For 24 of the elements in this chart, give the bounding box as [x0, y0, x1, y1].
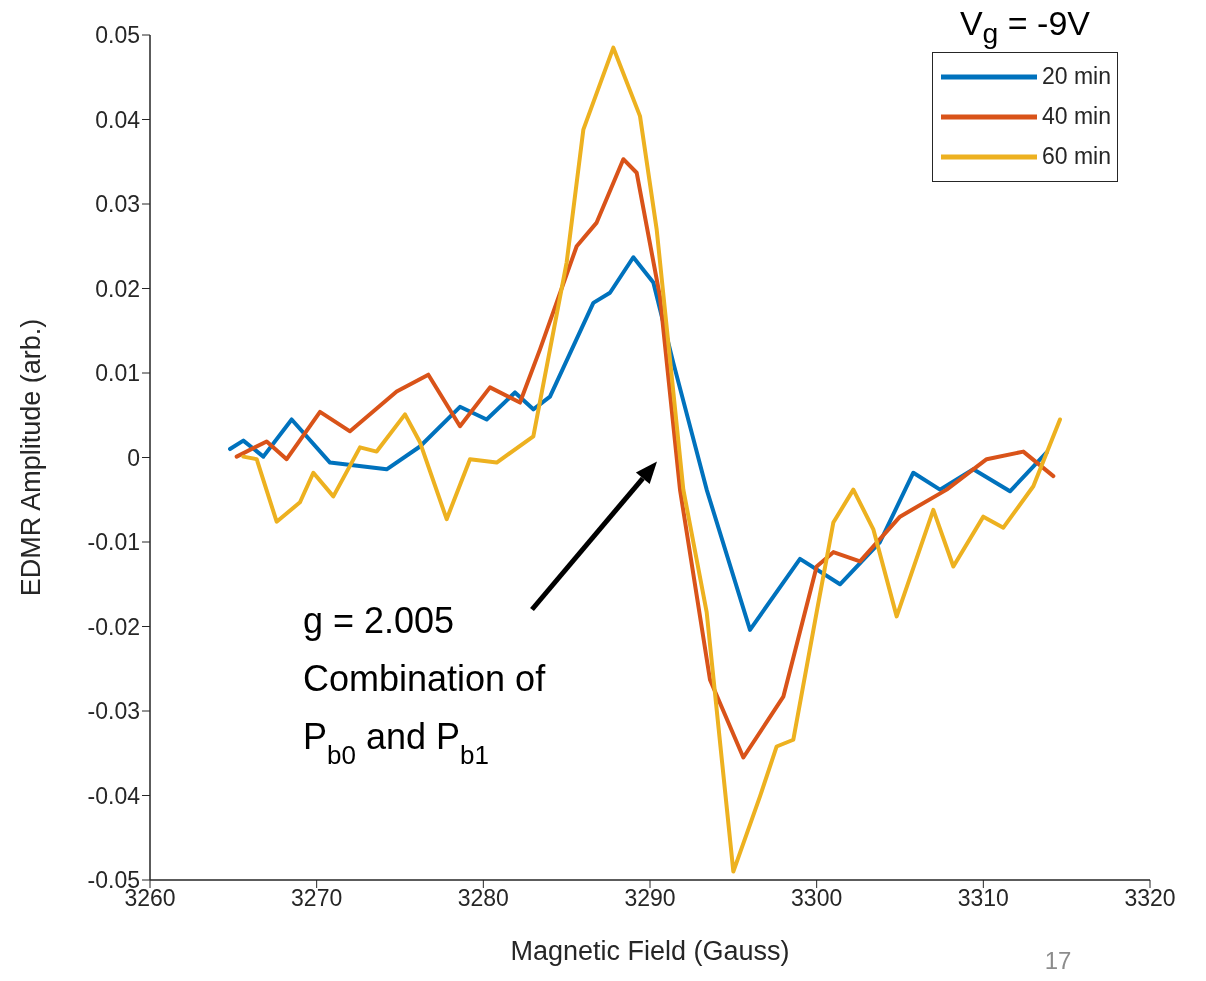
legend-label: 60 min — [1041, 143, 1111, 171]
text: 17 — [1044, 947, 1072, 974]
annotation: g = 2.005 Combination of P$_{b0}$ and P$_{b1}$ — [303, 599, 547, 770]
y-tick-label: -0.03 — [87, 698, 140, 725]
x-tick-label: 3290 — [624, 885, 676, 912]
y-tick-label: 0.01 — [95, 360, 140, 387]
x-tick-label: 3280 — [457, 885, 509, 912]
x-tick-label: 3270 — [291, 885, 343, 912]
y-tick-label: -0.01 — [87, 529, 140, 556]
y-axis-title: EDMR Amplitude (arb.) — [15, 318, 46, 597]
legend-title: V$_{g}$ = -9V — [959, 4, 1091, 50]
y-tick-label: -0.02 — [87, 613, 140, 640]
x-tick-label: 3300 — [791, 885, 843, 912]
y-tick-label: 0.03 — [95, 191, 140, 218]
x-axis-title: Magnetic Field (Gauss) — [510, 936, 790, 966]
y-tick-label: 0.04 — [95, 106, 141, 133]
legend-label: 20 min — [1041, 63, 1111, 91]
legend-label: 40 min — [1041, 103, 1111, 131]
y-tick-label: -0.04 — [87, 782, 141, 809]
y-tick-label: 0.05 — [95, 22, 140, 49]
x-tick-label: 3310 — [957, 885, 1009, 912]
y-tick-label: 0 — [127, 444, 140, 471]
x-tick-label: 3320 — [1124, 885, 1176, 912]
y-tick-label: 0.02 — [95, 275, 140, 302]
